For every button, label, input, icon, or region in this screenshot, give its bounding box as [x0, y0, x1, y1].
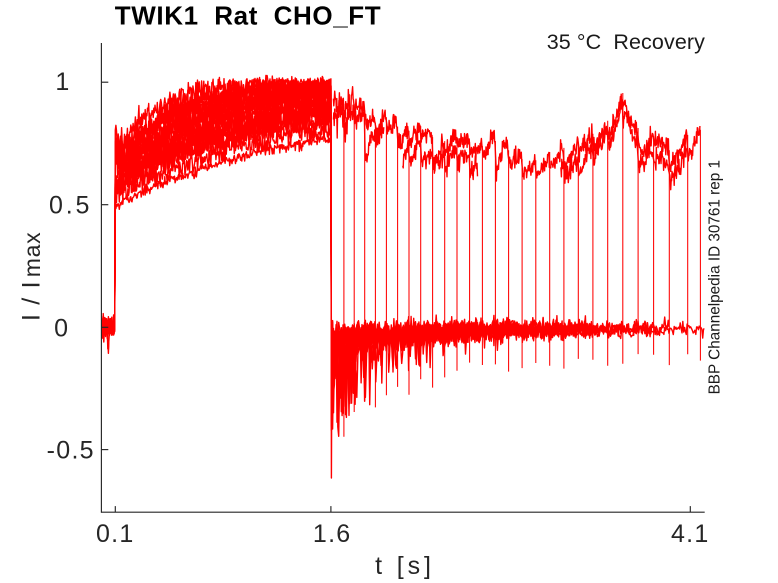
- svg-text:0.5: 0.5: [49, 192, 92, 220]
- svg-text:4.1: 4.1: [671, 520, 710, 548]
- svg-text:t [s]: t [s]: [375, 552, 435, 580]
- svg-text:1.6: 1.6: [313, 520, 352, 548]
- svg-text:1: 1: [55, 68, 70, 96]
- svg-text:TWIK1 Rat CHO_FT: TWIK1 Rat CHO_FT: [115, 1, 381, 31]
- svg-text:-0.5: -0.5: [47, 437, 95, 465]
- svg-text:0: 0: [54, 314, 69, 342]
- svg-text:BBP Channelpedia ID 30761 rep: BBP Channelpedia ID 30761 rep 1: [707, 160, 724, 394]
- svg-text:0.1: 0.1: [96, 520, 135, 548]
- svg-text:I / Imax: I / Imax: [18, 232, 46, 321]
- svg-text:35 °C Recovery: 35 °C Recovery: [547, 30, 705, 54]
